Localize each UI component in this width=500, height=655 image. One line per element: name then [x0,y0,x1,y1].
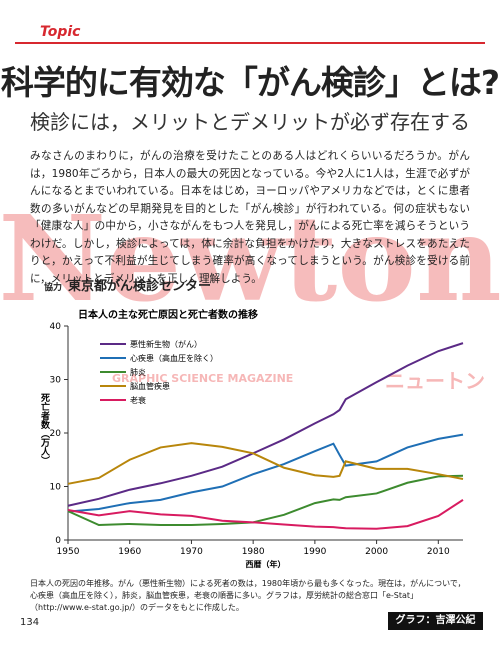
series-line [67,499,464,530]
header-rule [15,42,485,44]
series-line [67,433,464,513]
watermark-logo: Newton [0,189,500,328]
series-line [67,342,464,507]
watermark-tagline: GRAPHIC SCIENCE MAGAZINE [112,372,293,385]
y-tick-label: 20 [50,429,62,439]
watermark-kana: ニュートン [385,369,485,393]
legend-label: 老衰 [130,395,146,405]
title: 科学的に有効な「がん検診」とは? [0,63,500,102]
y-tick-label: 30 [50,376,62,386]
x-tick-label: 1980 [242,547,265,557]
y-tick-label: 0 [55,536,61,546]
legend-label: 肺炎 [130,368,146,377]
x-tick-label: 2000 [365,547,388,557]
page-number: 134 [20,617,40,628]
cooperation: 協力 東京都がん検診センター [44,275,211,294]
x-tick-label: 1960 [118,547,141,557]
body-text: みなさんのまわりに，がんの治療を受けたことのある人はどれくらいいるだろうか。がん… [30,150,470,285]
x-tick-label: 1950 [57,547,80,557]
caption: 日本人の死因の年推移。がん（悪性新生物）による死者の数は，1980年頃から最も多… [30,579,466,612]
x-tick-label: 1970 [180,547,203,557]
y-axis-label: 死亡者数（万人） [39,393,51,465]
x-tick-label: 2010 [427,547,450,557]
credit: グラフ：吉澤公紀 [388,612,483,630]
y-tick-label: 40 [50,322,62,332]
chart-title: 日本人の主な死亡原因と死亡者数の推移 [78,308,258,321]
x-axis-label: 西暦（年） [246,559,286,569]
x-tick-label: 1990 [303,547,326,557]
cooperation-label: 協力 [44,283,63,293]
series-line [67,442,464,485]
subtitle: 検診には，メリットとデメリットが必ず存在する [30,110,470,134]
cooperation-name: 東京都がん検診センター [68,279,212,294]
topic-label: Topic [40,24,81,40]
legend-label: 悪性新生物（がん） [130,339,202,349]
legend-label: 脳血管疾患 [130,381,170,391]
y-tick-label: 10 [50,483,62,493]
series-line [67,474,464,527]
legend-label: 心疾患（高血圧を除く） [130,353,218,363]
